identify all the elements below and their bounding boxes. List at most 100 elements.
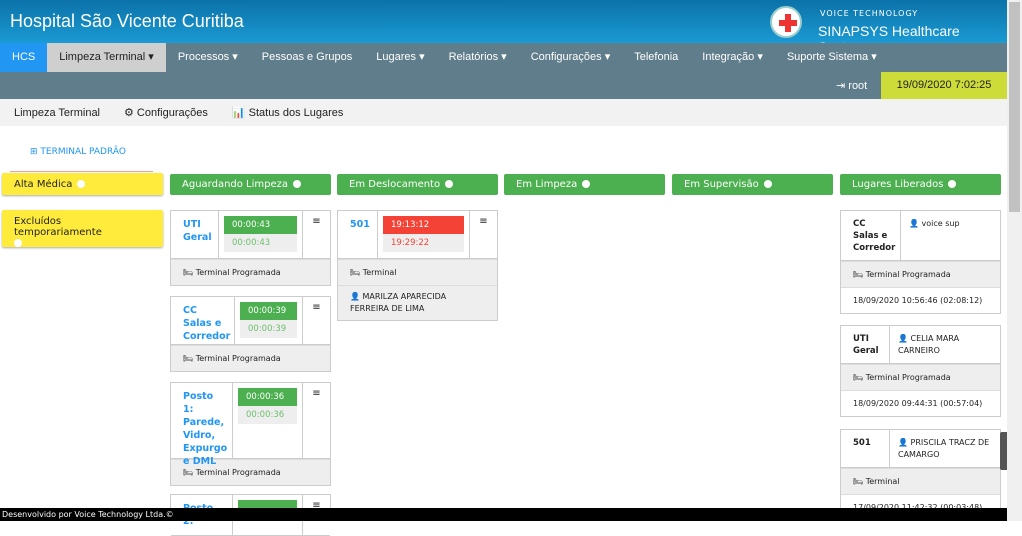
type: Terminal Programada xyxy=(195,268,281,277)
divider xyxy=(10,171,153,172)
nav-limpeza-terminal[interactable]: Limpeza Terminal ▾ xyxy=(47,43,166,72)
subnav-status[interactable]: 📊 Status dos Lugares xyxy=(231,107,344,119)
card-type: 🛏 Terminal xyxy=(841,468,1000,494)
gear-icon[interactable] xyxy=(77,180,86,188)
label: Em Deslocamento xyxy=(349,179,441,190)
release-time: 18/09/2020 10:56:46 (02:08:12) xyxy=(841,287,1000,313)
card-type: 🛏 Terminal Programada xyxy=(171,259,330,285)
card-type: 🛏 Terminal Programada xyxy=(171,459,330,485)
person: PRISCILA TRACZ DE CAMARGO xyxy=(898,438,990,459)
place-name[interactable]: 501 xyxy=(338,211,378,258)
scrollbar[interactable] xyxy=(1007,0,1022,521)
label: Excluídos temporariamente xyxy=(14,216,102,238)
card-person: 👤 MARILZA APARECIDA FERREIRA DE LIMA xyxy=(338,285,497,320)
release-time: 18/09/2020 09:44:31 (00:57:04) xyxy=(841,390,1000,416)
column-header: Em Supervisão xyxy=(672,174,833,195)
datetime: 19/09/2020 7:02:25 xyxy=(881,72,1007,99)
timer xyxy=(238,500,297,510)
card-type: 🛏 Terminal Programada xyxy=(171,345,330,371)
main-nav: HCS Limpeza Terminal ▾ Processos ▾ Pesso… xyxy=(0,43,1007,72)
timer-total: 19:29:22 xyxy=(383,234,464,252)
timer-total: 00:00:39 xyxy=(240,320,297,338)
nav-telefonia[interactable]: Telefonia xyxy=(634,51,679,63)
nav-processos[interactable]: Processos ▾ xyxy=(177,51,238,63)
brand-top: VOICE TECHNOLOGY xyxy=(820,9,919,18)
person: CELIA MARA CARNEIRO xyxy=(898,334,960,355)
nav-pessoas-grupos[interactable]: Pessoas e Grupos xyxy=(261,51,353,63)
menu-icon[interactable]: ≡ xyxy=(479,216,488,227)
person: MARILZA APARECIDA FERREIRA DE LIMA xyxy=(350,292,447,313)
scrollbar-thumb[interactable] xyxy=(1009,2,1020,212)
nav-hcs[interactable]: HCS xyxy=(0,43,48,72)
subnav-configuracoes[interactable]: ⚙ Configurações xyxy=(124,107,208,119)
type: Terminal Programada xyxy=(865,373,951,382)
subnav-limpeza[interactable]: Limpeza Terminal xyxy=(14,106,101,119)
user-name: root xyxy=(848,80,868,92)
gear-icon[interactable] xyxy=(293,180,302,188)
label: Em Limpeza xyxy=(516,179,578,190)
column-header: Aguardando Limpeza xyxy=(170,174,331,195)
gear-icon[interactable] xyxy=(582,180,591,188)
place-name[interactable]: UTI Geral xyxy=(171,211,219,258)
released-card[interactable]: UTI Geral 👤 CELIA MARA CARNEIRO 🛏 Termina… xyxy=(840,325,1001,417)
released-card[interactable]: CC Salas e Corredor 👤 voice sup 🛏 Termina… xyxy=(840,210,1001,314)
timer: 00:00:43 xyxy=(224,216,297,234)
type: Terminal Programada xyxy=(195,354,281,363)
excluidos[interactable]: Excluídos temporariamente xyxy=(2,210,163,247)
card-type: 🛏 Terminal Programada xyxy=(841,364,1000,390)
place-card[interactable]: UTI Geral 00:00:43 00:00:43 ≡ 🛏 Terminal Pr… xyxy=(170,210,331,286)
column-header: Em Limpeza xyxy=(504,174,665,195)
sub-nav: Limpeza Terminal ⚙ Configurações 📊 Statu… xyxy=(0,99,1007,126)
person: voice sup xyxy=(921,219,960,228)
menu-icon[interactable]: ≡ xyxy=(312,388,321,399)
title-bar: Hospital São Vicente Curitiba VOICE TECH… xyxy=(0,0,1007,55)
label: Aguardando Limpeza xyxy=(182,179,289,190)
place-card[interactable]: Posto 1: Parede, Vidro, Expurgo e DML 00:… xyxy=(170,382,331,486)
timer: 00:00:39 xyxy=(240,302,297,320)
label: Em Supervisão xyxy=(684,179,759,190)
app-title: Hospital São Vicente Curitiba xyxy=(10,11,244,31)
nav-relatorios[interactable]: Relatórios ▾ xyxy=(448,51,507,63)
nav-configuracoes[interactable]: Configurações ▾ xyxy=(530,51,611,63)
timer-total: 00:00:43 xyxy=(224,234,297,252)
place-card[interactable]: 501 19:13:12 19:29:22 ≡ 🛏 Terminal 👤 MARILZ… xyxy=(337,210,498,321)
type: Terminal xyxy=(362,268,397,277)
released-card[interactable]: 501 👤 PRISCILA TRACZ DE CAMARGO 🛏 Termina… xyxy=(840,429,1001,521)
menu-icon[interactable]: ≡ xyxy=(312,500,321,511)
card-type: 🛏 Terminal xyxy=(338,259,497,285)
gear-icon[interactable] xyxy=(445,180,454,188)
nav-lugares[interactable]: Lugares ▾ xyxy=(376,51,425,63)
timer: 00:00:36 xyxy=(238,388,297,406)
nav-suporte[interactable]: Suporte Sistema ▾ xyxy=(786,51,877,63)
plus-icon: ⊞ xyxy=(30,147,38,157)
label: Lugares Liberados xyxy=(852,179,944,190)
column-header: Em Deslocamento xyxy=(337,174,498,195)
terminal-padrao-label: TERMINAL PADRÃO xyxy=(40,147,126,157)
card-type: 🛏 Terminal Programada xyxy=(841,261,1000,287)
user-link[interactable]: ⇥ root xyxy=(836,80,868,92)
user-bar: ⇥ root 19/09/2020 7:02:25 xyxy=(0,72,1007,99)
menu-icon[interactable]: ≡ xyxy=(312,216,321,227)
place-name: CC Salas e Corredor xyxy=(841,211,901,260)
timer-total: 00:00:36 xyxy=(238,406,297,424)
alta-medica[interactable]: Alta Médica xyxy=(2,173,163,195)
type: Terminal Programada xyxy=(195,468,281,477)
label: Alta Médica xyxy=(14,179,73,190)
gear-icon[interactable] xyxy=(948,180,957,188)
place-name: 501 xyxy=(841,430,890,467)
logo-icon xyxy=(770,6,802,38)
column-header: Lugares Liberados xyxy=(840,174,1001,195)
place-card[interactable]: CC Salas e Corredor 00:00:39 00:00:39 ≡ 🛏 T… xyxy=(170,296,331,372)
place-name[interactable]: CC Salas e Corredor xyxy=(171,297,235,344)
type: Terminal xyxy=(865,477,900,486)
place-name[interactable]: Posto 1: Parede, Vidro, Expurgo e DML xyxy=(171,383,233,467)
terminal-padrao-link[interactable]: ⊞ TERMINAL PADRÃO xyxy=(30,147,126,157)
type: Terminal Programada xyxy=(865,270,951,279)
gear-icon[interactable] xyxy=(14,239,22,247)
gear-icon[interactable] xyxy=(763,180,772,188)
timer: 19:13:12 xyxy=(383,216,464,234)
nav-integracao[interactable]: Integração ▾ xyxy=(702,51,763,63)
footer: Desenvolvido por Voice Technology Ltda.© xyxy=(0,508,1007,521)
place-name: UTI Geral xyxy=(841,326,890,363)
menu-icon[interactable]: ≡ xyxy=(312,302,321,313)
